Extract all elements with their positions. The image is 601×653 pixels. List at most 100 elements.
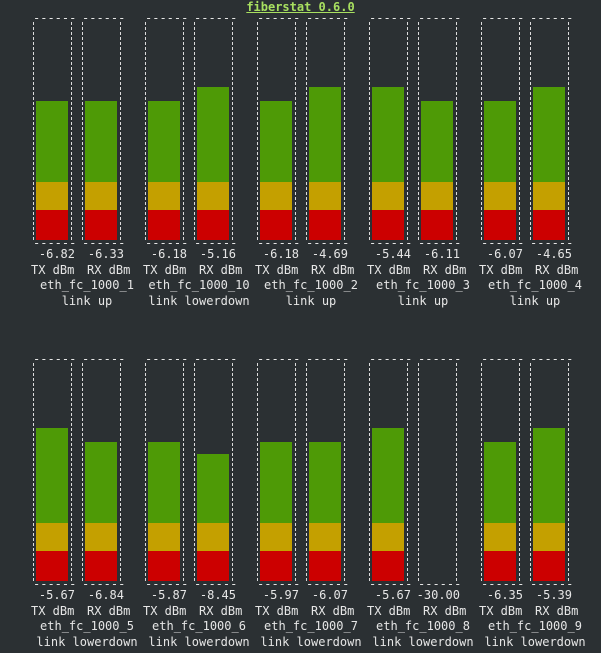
interface-panel: ------ ------ -5.67 TX dBm ------ ------ -6.84… [31, 353, 143, 653]
meter-left-rail [82, 22, 83, 240]
interface-name: eth_fc_1000_5 [40, 619, 134, 633]
rx-meter: ------ ------ [192, 12, 240, 249]
meter-right-rail [232, 22, 233, 240]
meter-green-segment [484, 101, 516, 182]
link-status: link lowerdown [148, 635, 250, 649]
meter-left-rail [145, 22, 146, 240]
meter-top-border: ------ [418, 352, 462, 366]
meter-yellow-segment [197, 523, 229, 551]
meter-bottom-border: ------ [418, 236, 462, 250]
meter-right-rail [183, 22, 184, 240]
tx-dbm-value: -5.67 [374, 588, 411, 602]
meter-yellow-segment [484, 182, 516, 210]
meter-top-border: ------ [82, 352, 126, 366]
meter-right-rail [519, 22, 520, 240]
meter-red-segment [36, 210, 68, 240]
tx-meter: ------ ------ [255, 12, 303, 249]
meter-green-segment [260, 442, 292, 523]
meter-red-segment [484, 551, 516, 581]
meter-top-border: ------ [306, 352, 350, 366]
tx-unit-label: TX dBm [31, 604, 75, 618]
meter-right-rail [120, 22, 121, 240]
meter-bottom-border: ------ [33, 577, 77, 591]
meter-bottom-border: ------ [369, 577, 413, 591]
tx-dbm-value: -5.44 [374, 247, 411, 261]
meter-green-segment [309, 87, 341, 182]
interface-name: eth_fc_1000_8 [376, 619, 470, 633]
meter-bottom-border: ------ [481, 236, 525, 250]
meter-bottom-border: ------ [194, 236, 238, 250]
tx-dbm-value: -5.67 [38, 588, 75, 602]
meter-red-segment [36, 551, 68, 581]
meter-green-segment [533, 87, 565, 182]
meter-red-segment [309, 210, 341, 240]
rx-meter: ------ ------ [528, 12, 576, 249]
meter-yellow-segment [260, 182, 292, 210]
tx-meter: ------ ------ [31, 352, 79, 590]
meter-red-segment [372, 551, 404, 581]
rx-meter: ------ ------ [304, 352, 352, 590]
tx-meter: ------ ------ [255, 353, 303, 590]
meter-top-border: ------ [33, 352, 77, 366]
tx-dbm-value: -5.97 [262, 588, 299, 602]
link-status: link up [397, 294, 449, 308]
meter-right-rail [344, 22, 345, 240]
meter-bottom-border: ------ [306, 236, 350, 250]
interface-name: eth_fc_1000_9 [488, 619, 582, 633]
meter-yellow-segment [533, 523, 565, 551]
meter-right-rail [568, 363, 569, 581]
meter-yellow-segment [372, 182, 404, 210]
meter-yellow-segment [36, 523, 68, 551]
rx-dbm-value: -6.11 [423, 247, 460, 261]
meter-top-border: ------ [82, 11, 126, 25]
meter-yellow-segment [148, 182, 180, 210]
meter-left-rail [530, 22, 531, 240]
tx-unit-label: TX dBm [479, 604, 523, 618]
interface-name: eth_fc_1000_10 [148, 278, 250, 292]
rx-unit-label: RX dBm [199, 604, 243, 618]
meter-top-border: ------ [369, 11, 413, 25]
tx-unit-label: TX dBm [255, 604, 299, 618]
rx-unit-label: RX dBm [423, 604, 467, 618]
tx-dbm-value: -6.82 [38, 247, 75, 261]
tx-unit-label: TX dBm [255, 263, 299, 277]
meter-top-border: ------ [418, 11, 462, 25]
tx-unit-label: TX dBm [31, 263, 75, 277]
meter-top-border: ------ [33, 11, 77, 25]
rx-meter: ------ ------ [80, 352, 128, 590]
tx-dbm-value: -6.35 [486, 588, 523, 602]
meter-bottom-border: ------ [33, 236, 77, 250]
meter-red-segment [372, 210, 404, 240]
meter-top-border: ------ [530, 352, 574, 366]
rx-unit-label: RX dBm [311, 263, 355, 277]
rx-meter: ------ ------ [192, 353, 240, 590]
meter-green-segment [148, 442, 180, 523]
meter-top-border: ------ [481, 352, 525, 366]
meter-bottom-border: ------ [369, 236, 413, 250]
link-status: link lowerdown [148, 294, 250, 308]
meter-left-rail [194, 22, 195, 240]
meter-yellow-segment [484, 523, 516, 551]
interface-name: eth_fc_1000_7 [264, 619, 358, 633]
meter-red-segment [260, 210, 292, 240]
meter-right-rail [183, 363, 184, 581]
interface-panel: ------ ------ -6.07 TX dBm ------ ------ -4.65… [479, 12, 591, 312]
meter-red-segment [484, 210, 516, 240]
rx-dbm-value: -4.65 [535, 247, 572, 261]
meter-red-segment [421, 210, 453, 240]
tx-meter: ------ ------ [367, 353, 415, 590]
meter-red-segment [260, 551, 292, 581]
meter-bottom-border: ------ [306, 577, 350, 591]
link-status: link lowerdown [372, 635, 474, 649]
link-status: link up [509, 294, 561, 308]
tx-meter: ------ ------ [31, 11, 79, 249]
meter-right-rail [232, 363, 233, 581]
meter-top-border: ------ [306, 11, 350, 25]
meter-left-rail [369, 363, 370, 581]
tx-meter: ------ ------ [143, 353, 191, 590]
meter-green-segment [85, 101, 117, 182]
meter-yellow-segment [309, 523, 341, 551]
meter-right-rail [71, 22, 72, 240]
tx-unit-label: TX dBm [479, 263, 523, 277]
meter-red-segment [197, 551, 229, 581]
